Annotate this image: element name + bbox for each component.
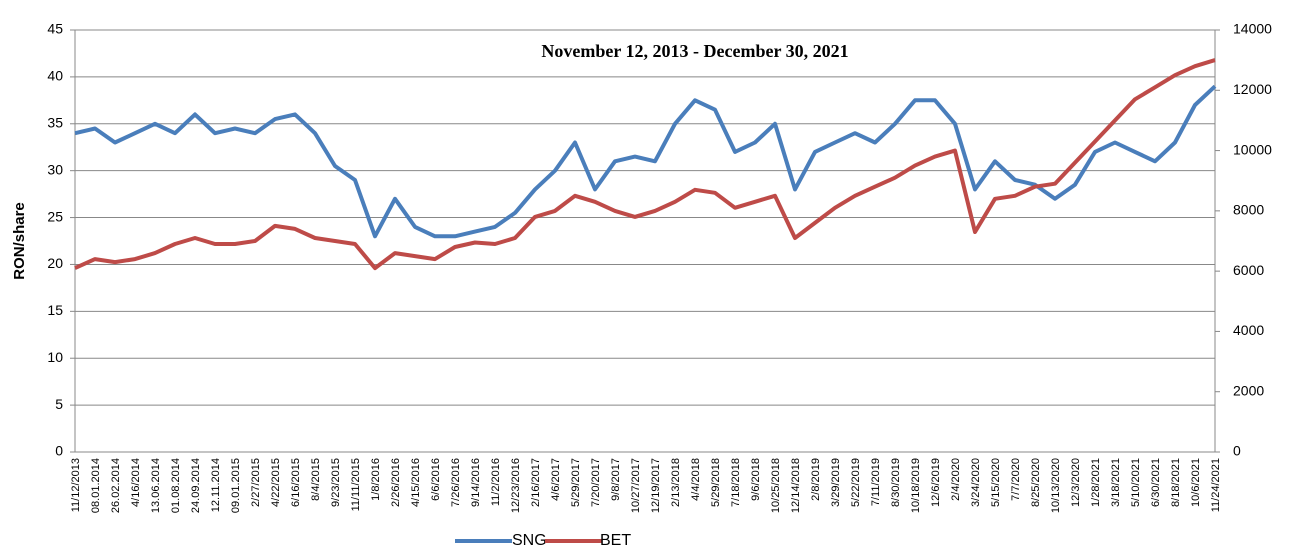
x-tick-label: 2/8/2019 [810,458,822,501]
x-tick-label: 12.11.2014 [210,458,222,512]
x-tick-label: 11/24/2021 [1210,458,1222,512]
legend-label: SNG [512,532,547,548]
x-tick-label: 9/8/2017 [610,458,622,501]
y2-tick-label: 6000 [1233,262,1264,278]
x-tick-label: 7/26/2016 [450,458,462,507]
y-tick-label: 40 [47,68,63,84]
x-tick-label: 5/29/2018 [710,458,722,507]
x-tick-label: 7/20/2017 [590,458,602,507]
x-tick-label: 12/19/2017 [650,458,662,513]
x-tick-label: 12/3/2020 [1070,458,1082,507]
x-tick-label: 6/30/2021 [1150,458,1162,507]
x-tick-label: 12/6/2019 [930,458,942,507]
y-tick-label: 15 [47,302,63,318]
x-tick-label: 3/24/2020 [970,458,982,507]
x-tick-label: 12/23/2016 [510,458,522,513]
x-tick-label: 5/15/2020 [990,458,1002,507]
y2-tick-label: 2000 [1233,382,1264,398]
x-tick-label: 7/18/2018 [730,458,742,507]
x-tick-label: 13.06.2014 [150,458,162,513]
y-tick-label: 0 [55,443,63,459]
x-tick-label: 26.02.2014 [110,458,122,513]
x-tick-label: 10/13/2020 [1050,458,1062,513]
x-tick-label: 2/27/2015 [250,458,262,507]
x-tick-label: 4/4/2018 [690,458,702,501]
x-tick-label: 3/29/2019 [830,458,842,507]
x-tick-label: 11/12/2013 [70,458,82,512]
x-tick-label: 10/25/2018 [770,458,782,513]
legend-label: BET [600,532,631,548]
x-tick-label: 01.08.2014 [170,458,182,513]
x-tick-label: 6/6/2016 [430,458,442,501]
y-tick-label: 25 [47,208,63,224]
x-tick-label: 2/13/2018 [670,458,682,507]
x-tick-label: 7/11/2019 [870,458,882,506]
legend: SNG BET [455,532,631,549]
x-tick-label: 8/25/2020 [1030,458,1042,507]
x-tick-label: 7/7/2020 [1010,458,1022,501]
x-tick-label: 10/6/2021 [1190,458,1202,507]
x-tick-label: 10/18/2019 [910,458,922,513]
y-axis-label: RON/share [11,202,28,280]
x-tick-label: 8/4/2015 [310,458,322,501]
y2-tick-label: 12000 [1233,81,1272,97]
y2-tick-label: 8000 [1233,202,1264,218]
y-tick-label: 35 [47,114,63,130]
x-tick-label: 1/28/2021 [1090,458,1102,507]
series-line [74,58,1216,271]
x-tick-label: 2/16/2017 [530,458,542,507]
x-tick-label: 4/16/2014 [130,458,142,507]
x-tick-label: 3/18/2021 [1110,458,1122,507]
x-tick-label: 11/2/2016 [490,458,502,506]
x-tick-label: 09.01.2015 [230,458,242,513]
x-tick-label: 4/15/2016 [410,458,422,507]
y2-tick-label: 10000 [1233,141,1272,157]
x-tick-label: 9/23/2015 [330,458,342,507]
x-tick-label: 6/16/2015 [290,458,302,507]
y2-tick-label: 4000 [1233,322,1264,338]
series-line [74,84,1217,239]
x-tick-label: 10/27/2017 [630,458,642,513]
x-tick-label: 2/26/2016 [390,458,402,507]
x-tick-label: 5/22/2019 [850,458,862,507]
x-tick-label: 2/4/2020 [950,458,962,501]
x-tick-label: 8/18/2021 [1170,458,1182,507]
x-tick-label: 5/29/2017 [570,458,582,507]
y-tick-label: 5 [55,396,63,412]
x-tick-label: 8/30/2019 [890,458,902,507]
x-tick-label: 11/11/2015 [350,458,362,511]
y-tick-label: 45 [47,21,63,37]
x-tick-label: 1/8/2016 [370,458,382,501]
x-tick-label: 08.01.2014 [90,458,102,513]
x-tick-label: 9/6/2018 [750,458,762,501]
y-tick-label: 10 [47,349,63,365]
y-tick-label: 30 [47,161,63,177]
x-tick-label: 5/10/2021 [1130,458,1142,507]
x-tick-label: 9/14/2016 [470,458,482,507]
x-tick-label: 12/14/2018 [790,458,802,513]
y-tick-label: 20 [47,255,63,271]
x-tick-label: 4/6/2017 [550,458,562,501]
chart-title: November 12, 2013 - December 30, 2021 [541,41,848,61]
y2-tick-label: 14000 [1233,21,1272,37]
y2-tick-label: 0 [1233,443,1241,459]
x-tick-label: 24.09.2014 [190,458,202,513]
x-tick-label: 4/22/2015 [270,458,282,507]
